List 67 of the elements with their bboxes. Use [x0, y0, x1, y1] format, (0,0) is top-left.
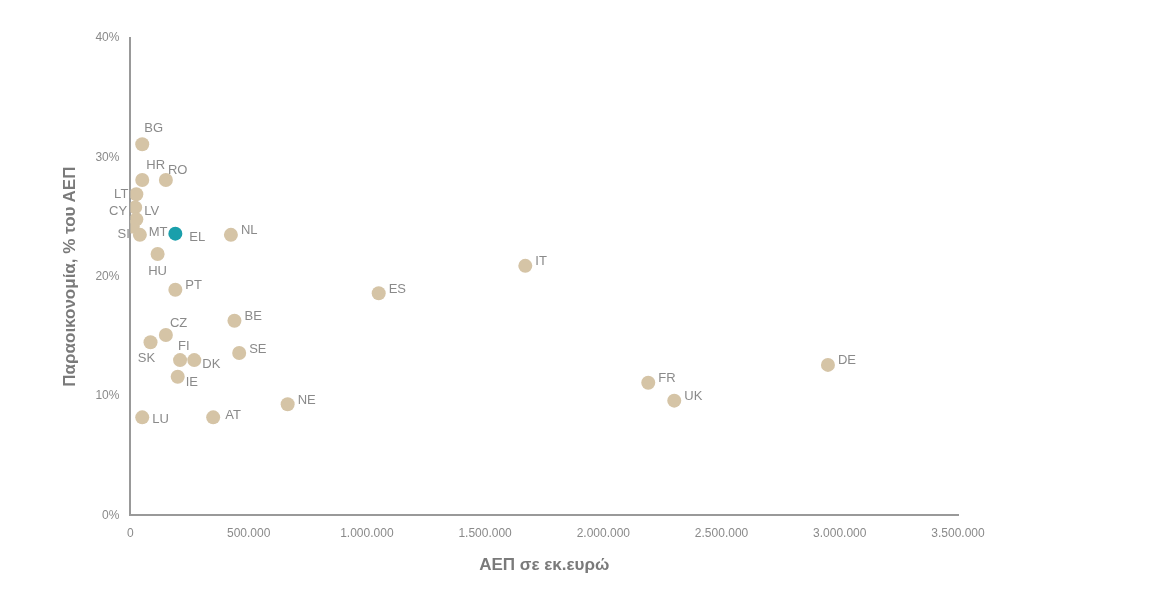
- annotation: IT: [535, 253, 547, 269]
- point: [135, 137, 150, 152]
- point: [150, 246, 165, 261]
- point: [130, 187, 144, 202]
- y-tick-label: 0%: [102, 507, 120, 522]
- point: [158, 328, 173, 343]
- point: [232, 345, 247, 360]
- annotation: SK: [137, 349, 156, 365]
- x-tick-label: 1.000.000: [340, 525, 394, 540]
- annotation: LU: [152, 410, 169, 426]
- annotation: AT: [225, 406, 241, 422]
- annotation: BG: [144, 119, 164, 135]
- point: [206, 410, 221, 425]
- y-tick-label: 10%: [95, 388, 120, 403]
- point: [667, 393, 682, 408]
- point: [132, 227, 147, 242]
- y-axis-title: Παραοικονομία, % του ΑΕΠ: [59, 166, 79, 387]
- x-axis-title: ΑΕΠ σε εκ.ευρώ: [479, 555, 610, 575]
- annotation: UK: [684, 388, 703, 404]
- y-tick-label: 20%: [95, 268, 120, 283]
- annotation: CZ: [169, 314, 188, 330]
- point: [641, 375, 656, 390]
- point: [227, 313, 242, 328]
- point: [173, 353, 188, 368]
- annotation: CY: [109, 202, 128, 218]
- point: [158, 172, 173, 187]
- point: [518, 258, 533, 273]
- annotation: HR: [146, 156, 166, 172]
- point: [223, 227, 238, 242]
- y-tick-label: 30%: [95, 149, 120, 164]
- point: [135, 172, 150, 187]
- annotation: ES: [388, 280, 407, 296]
- point: [168, 282, 183, 297]
- annotation: DE: [837, 352, 857, 368]
- annotation: EL: [189, 229, 206, 245]
- annotation: NL: [240, 222, 258, 238]
- annotation: LT: [114, 185, 129, 201]
- annotation: LV: [144, 202, 160, 218]
- point: [371, 286, 386, 301]
- x-tick-label: 3.000.000: [813, 525, 867, 540]
- y-tick-label: 40%: [95, 30, 120, 45]
- annotation: HU: [148, 262, 167, 278]
- x-tick-label: 1.500.000: [458, 525, 513, 540]
- annotation: DK: [202, 355, 221, 371]
- annotation: PT: [185, 277, 203, 293]
- annotation: SI: [117, 226, 130, 242]
- annotation: MT: [148, 224, 168, 240]
- x-tick-label: 3.500.000: [931, 525, 986, 540]
- annotation: IE: [185, 374, 199, 390]
- x-tick-label: 2.000.000: [576, 525, 631, 540]
- point: [135, 410, 150, 425]
- point: [187, 353, 202, 368]
- x-tick-label: 2.500.000: [694, 525, 749, 540]
- annotation: FI: [178, 337, 190, 353]
- annotation: FR: [658, 370, 676, 386]
- annotation: BE: [244, 308, 263, 324]
- point: [130, 200, 143, 215]
- annotation: RO: [167, 161, 188, 177]
- point: [820, 357, 835, 372]
- x-tick-label: 500.000: [226, 525, 271, 540]
- point: [170, 369, 185, 384]
- point: [280, 397, 295, 412]
- annotation: NE: [297, 391, 317, 407]
- annotation: SE: [249, 340, 267, 356]
- x-tick-label: 0: [127, 525, 135, 540]
- point: [143, 335, 158, 350]
- point: [168, 226, 183, 241]
